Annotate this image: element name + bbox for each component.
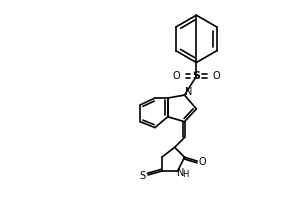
Text: N: N	[177, 168, 184, 178]
Text: O: O	[212, 71, 220, 81]
Text: N: N	[185, 87, 192, 97]
Text: S: S	[192, 71, 200, 81]
Text: O: O	[173, 71, 180, 81]
Text: H: H	[182, 170, 189, 179]
Text: S: S	[139, 171, 145, 181]
Text: O: O	[199, 157, 206, 167]
